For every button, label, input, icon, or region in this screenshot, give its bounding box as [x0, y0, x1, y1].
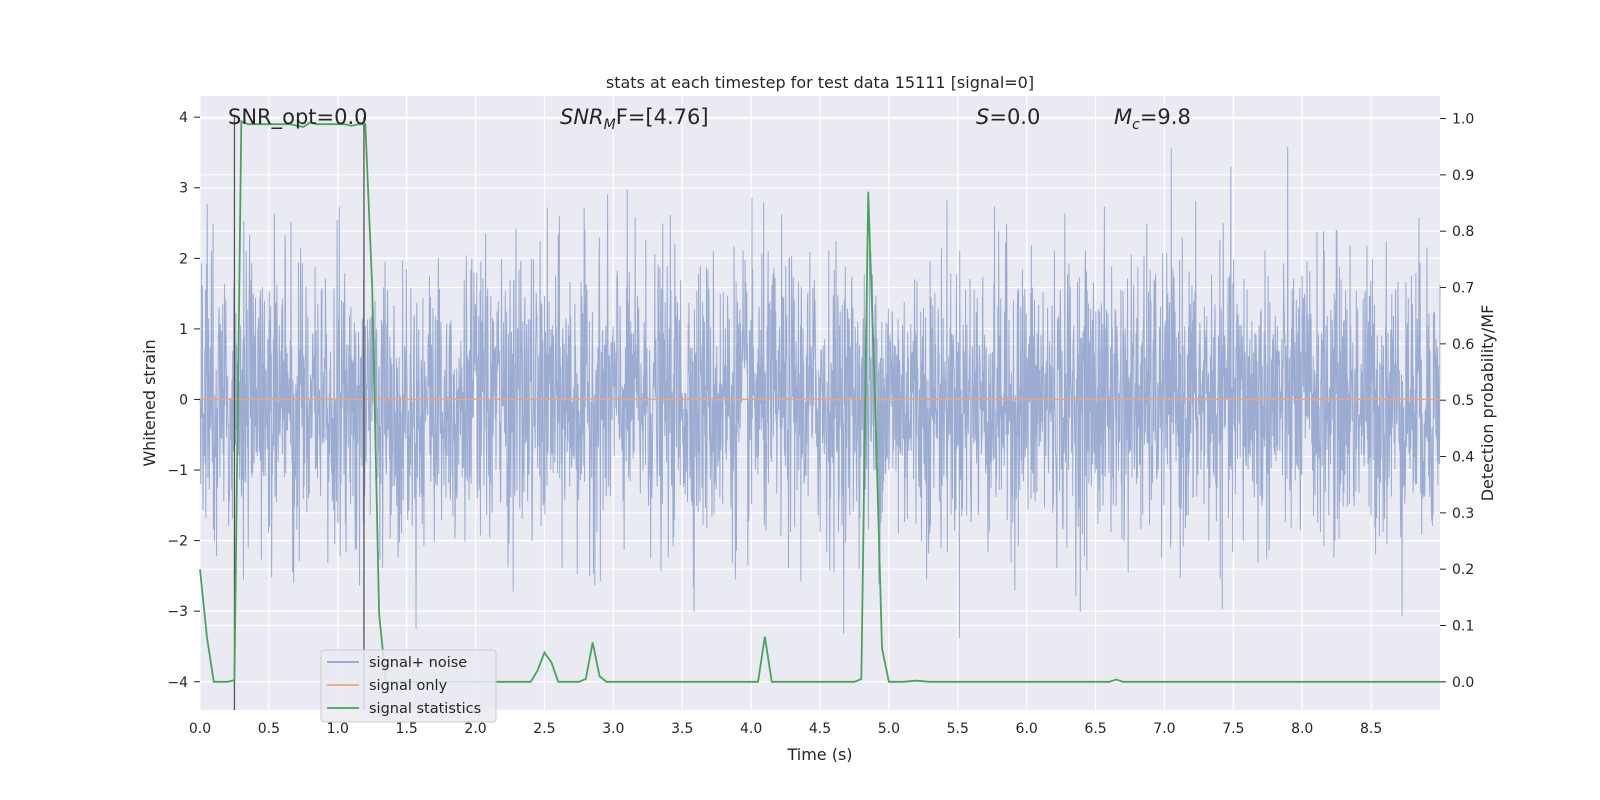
series-signal-plus-noise [199, 146, 1441, 639]
annotation-mc-sub: c [1132, 117, 1140, 133]
y-right-tick-label: 0.4 [1452, 450, 1474, 466]
y-right-tick-label: 0.3 [1452, 506, 1474, 522]
annotation-mc-rest: =9.8 [1140, 105, 1191, 129]
legend-label-signal-statistics: signal statistics [369, 701, 481, 717]
y-right-tick-label: 1.0 [1452, 112, 1474, 128]
y-right-tick-label: 0.6 [1452, 337, 1474, 353]
annotation-snr-mf-rest: F=[4.76] [616, 105, 709, 129]
y-left-tick-label: −3 [167, 604, 188, 620]
x-tick-label: 2.5 [533, 721, 555, 737]
x-tick-label: 7.0 [1153, 721, 1175, 737]
annotation-s-base: S [976, 105, 989, 129]
x-tick-label: 5.5 [947, 721, 969, 737]
y-right-tick-label: 0.1 [1452, 619, 1474, 635]
y-axis-left-label: Whitened strain [140, 339, 159, 466]
annotation-mc-base: M [1114, 105, 1132, 129]
series-signal-statistics [199, 120, 1440, 683]
x-tick-label: 1.0 [327, 721, 349, 737]
annotation-mc: Mc=9.8 [1114, 105, 1191, 133]
y-left-tick-label: −4 [167, 675, 188, 691]
noise-line [199, 146, 1441, 639]
y-right-tick-label: 0.0 [1452, 675, 1474, 691]
annotation-s-rest: =0.0 [989, 105, 1040, 129]
x-tick-label: 8.0 [1291, 721, 1313, 737]
x-tick-label: 4.0 [740, 721, 762, 737]
y-right-tick-label: 0.7 [1452, 281, 1474, 297]
y-right-tick-label: 0.9 [1452, 168, 1474, 184]
x-tick-label: 1.5 [396, 721, 418, 737]
annotation-snr-mf-sub: M [604, 117, 616, 133]
y-axis-left-ticks: 4 3 2 1 0 −1 −2 −3 −4 [167, 110, 200, 691]
x-tick-label: 3.5 [671, 721, 693, 737]
statistics-line [199, 120, 1440, 683]
y-left-tick-label: 1 [179, 322, 188, 338]
x-tick-label: 2.0 [464, 721, 486, 737]
annotation-snr-mf-base: SNR [560, 105, 604, 129]
y-right-tick-label: 0.8 [1452, 224, 1474, 240]
annotation-snr-opt: SNR_opt=0.0 [228, 105, 368, 130]
y-left-tick-label: −1 [167, 463, 188, 479]
y-left-tick-label: 4 [179, 110, 188, 126]
x-tick-label: 0.0 [189, 721, 211, 737]
y-left-tick-label: 3 [179, 181, 188, 197]
legend: signal+ noise signal only signal statist… [320, 649, 497, 723]
x-tick-label: 6.5 [1084, 721, 1106, 737]
annotation-snr-mf: SNRMF=[4.76] [560, 105, 709, 133]
chart-title: stats at each timestep for test data 151… [606, 73, 1034, 92]
x-tick-label: 4.5 [809, 721, 831, 737]
y-left-tick-label: 2 [179, 251, 188, 267]
y-right-tick-label: 0.5 [1452, 393, 1474, 409]
y-left-tick-label: 0 [179, 392, 188, 408]
y-axis-right-ticks: 1.0 0.9 0.8 0.7 0.6 0.5 0.4 0.3 0.2 0.1 0.0 [1440, 112, 1474, 691]
x-tick-label: 7.5 [1222, 721, 1244, 737]
legend-box [320, 649, 497, 723]
annotation-s: S=0.0 [976, 105, 1040, 129]
x-axis-label: Time (s) [786, 745, 852, 764]
legend-label-signal-only: signal only [369, 678, 448, 694]
y-axis-right-label: Detection probability/MF [1478, 305, 1497, 502]
legend-label-signal-plus-noise: signal+ noise [369, 655, 467, 671]
x-tick-label: 0.5 [258, 721, 280, 737]
y-right-tick-label: 0.2 [1452, 562, 1474, 578]
x-tick-label: 8.5 [1360, 721, 1382, 737]
x-tick-label: 6.0 [1016, 721, 1038, 737]
x-tick-label: 3.0 [602, 721, 624, 737]
y-left-tick-label: −2 [167, 534, 188, 550]
x-axis-ticks: 0.0 0.5 1.0 1.5 2.0 2.5 3.0 3.5 4.0 4.5 5.0 5.5 6.0 6… [189, 721, 1382, 737]
x-tick-label: 5.0 [878, 721, 900, 737]
